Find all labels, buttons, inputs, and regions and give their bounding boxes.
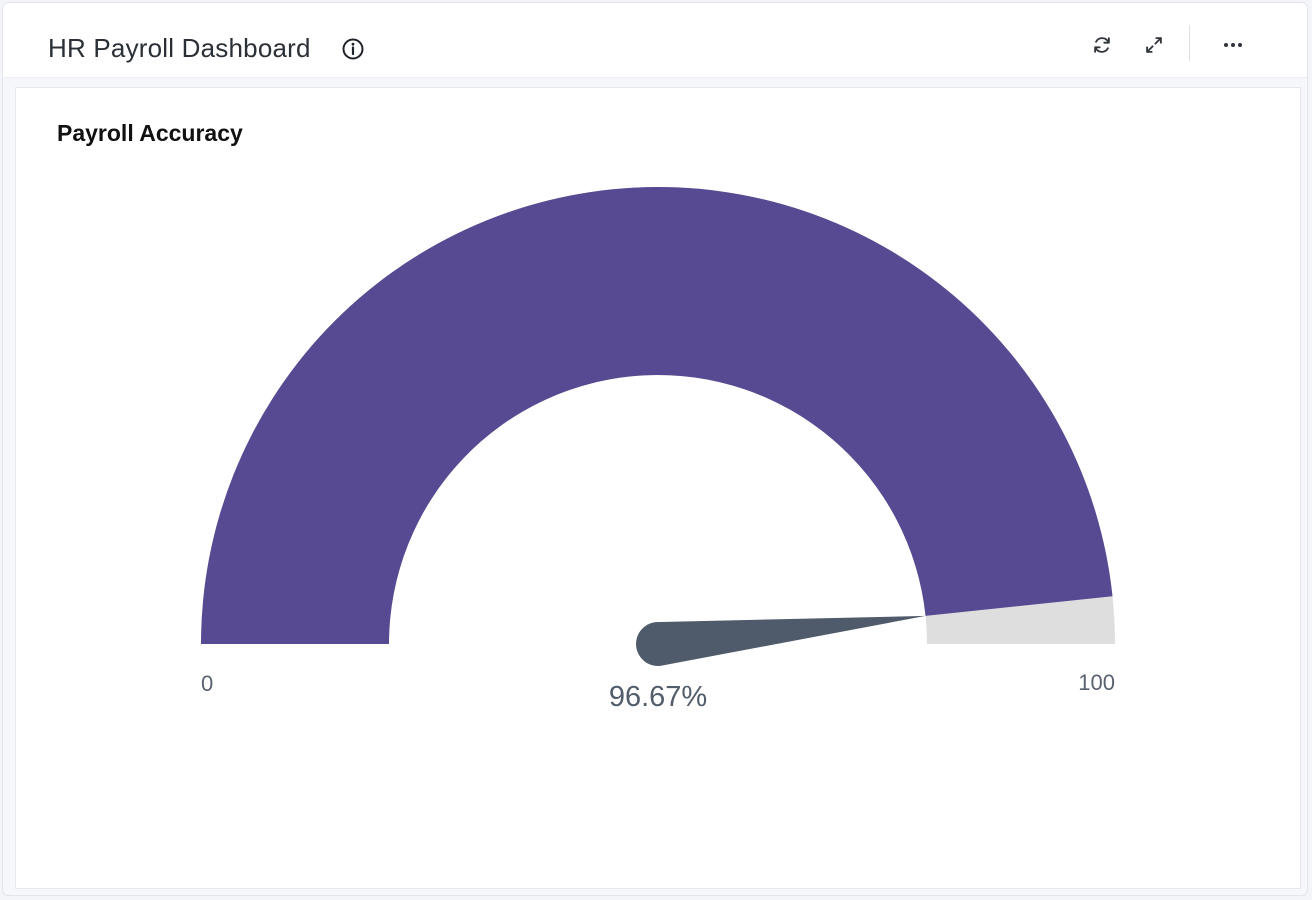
payroll-accuracy-card: Payroll Accuracy 0 100 96.67% — [15, 87, 1301, 889]
refresh-icon — [1094, 37, 1110, 53]
gauge-chart: 0 100 96.67% — [201, 187, 1115, 713]
expand-icon — [1146, 37, 1162, 53]
more-options-button[interactable] — [1219, 31, 1247, 59]
expand-button[interactable] — [1140, 31, 1168, 59]
dashboard-header: HR Payroll Dashboard — [3, 3, 1307, 78]
refresh-button[interactable] — [1088, 31, 1116, 59]
gauge-value-label: 96.67% — [609, 681, 707, 713]
gauge-max-label: 100 — [1078, 670, 1115, 695]
gauge-value-arc — [201, 187, 1113, 645]
info-icon[interactable] — [341, 37, 365, 61]
more-horizontal-icon — [1224, 43, 1242, 47]
dashboard-title: HR Payroll Dashboard — [48, 33, 311, 63]
gauge-needle — [636, 615, 926, 666]
gauge-min-label: 0 — [201, 671, 213, 696]
toolbar-divider — [1189, 25, 1190, 61]
widget-title: Payroll Accuracy — [57, 120, 243, 146]
